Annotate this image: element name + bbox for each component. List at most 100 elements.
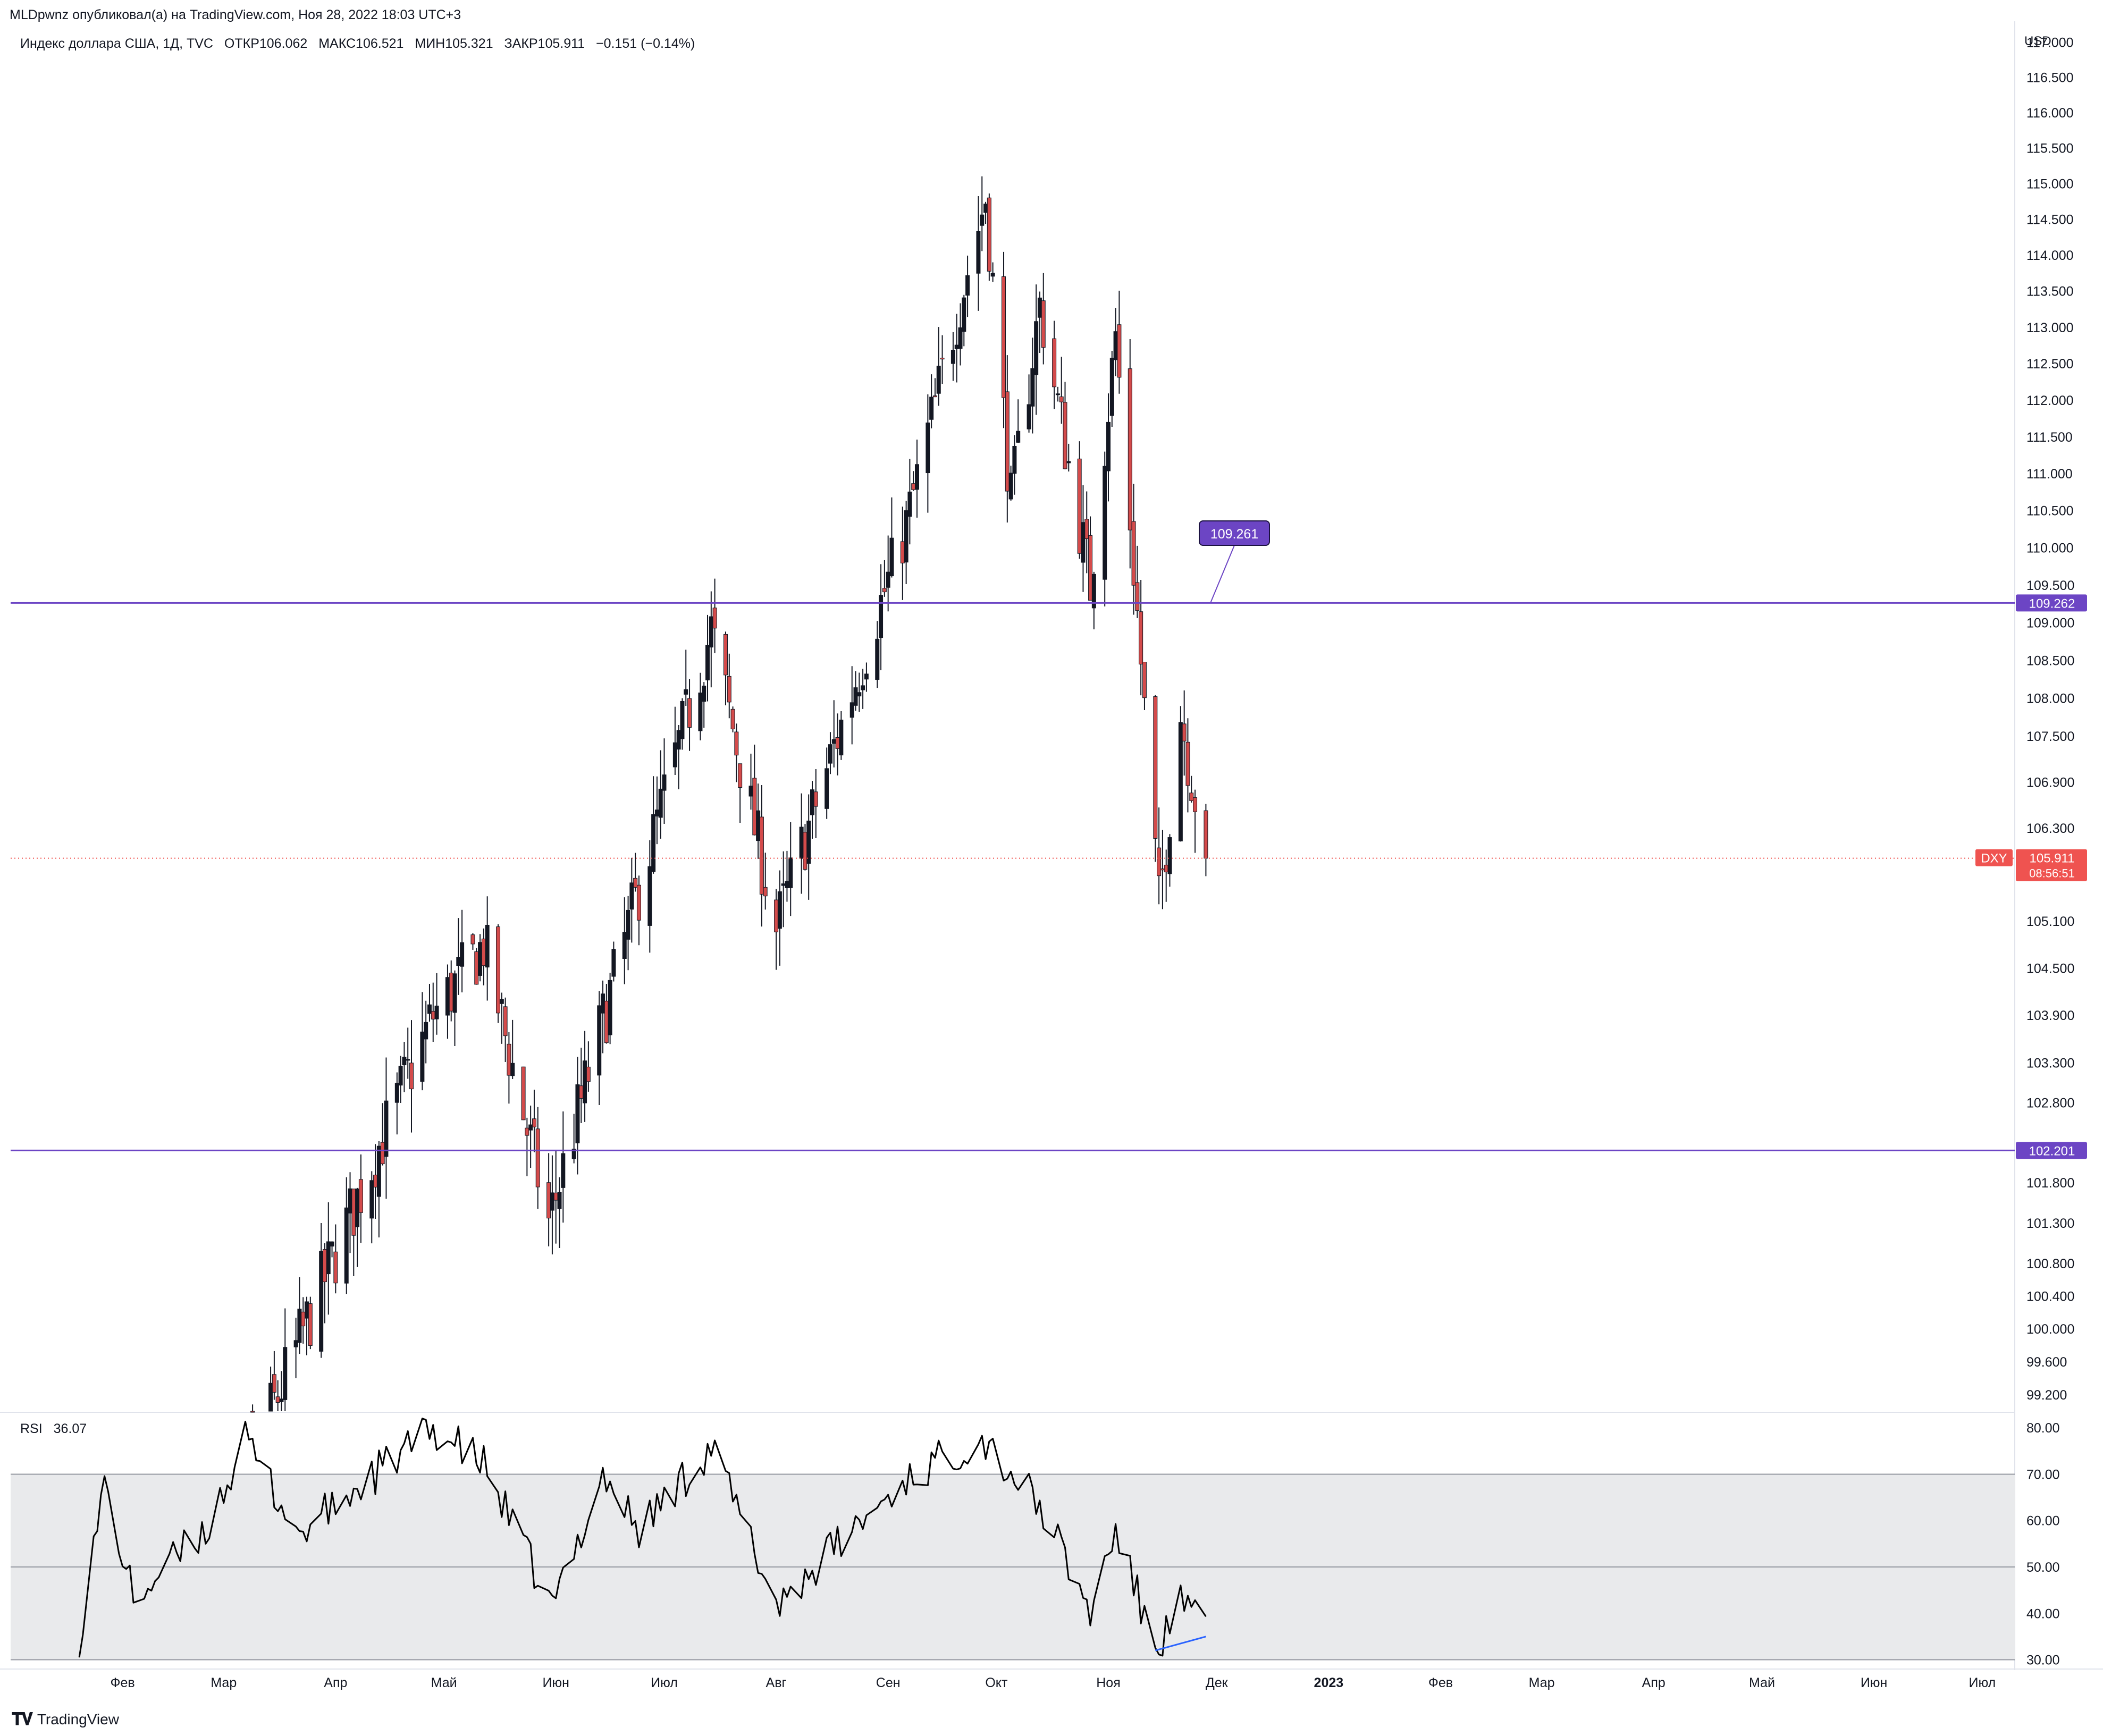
candle-body bbox=[633, 878, 638, 888]
candle-body bbox=[535, 1128, 540, 1187]
price-tick-label: 108.000 bbox=[2026, 692, 2074, 706]
candle-body bbox=[499, 999, 504, 1004]
candle-body bbox=[774, 899, 779, 932]
candle-body bbox=[712, 608, 717, 629]
candle-body bbox=[839, 719, 844, 756]
price-tick-label: 111.500 bbox=[2026, 430, 2073, 445]
price-unit: USD bbox=[2024, 34, 2051, 48]
candle-body bbox=[532, 1118, 536, 1127]
candle-body bbox=[958, 327, 963, 349]
candle-body bbox=[521, 1066, 526, 1120]
price-tick-label: 113.500 bbox=[2026, 284, 2074, 299]
candle-body bbox=[1030, 368, 1035, 407]
time-tick-label: Сен bbox=[876, 1675, 901, 1690]
candle-body bbox=[608, 980, 612, 1035]
candle-body bbox=[911, 483, 916, 490]
candle-body bbox=[376, 1145, 381, 1197]
candle-body bbox=[684, 689, 688, 695]
price-tick-label: 113.000 bbox=[2026, 321, 2074, 335]
tradingview-brand[interactable]: 𝐓𝐕 TradingView bbox=[12, 1709, 119, 1730]
candle-body bbox=[297, 1309, 302, 1343]
candle-body bbox=[777, 891, 782, 929]
candle-body bbox=[424, 1022, 428, 1040]
candle-body bbox=[402, 1057, 407, 1066]
candle-body bbox=[900, 541, 905, 563]
candle-body bbox=[427, 1004, 432, 1014]
symbol-tag bbox=[1975, 849, 2013, 866]
rsi-line bbox=[78, 1418, 1207, 1658]
candle-body bbox=[799, 827, 804, 859]
candle-body bbox=[698, 692, 703, 731]
candle-body bbox=[434, 1005, 439, 1019]
level-price-tag bbox=[2016, 594, 2087, 612]
candle-body bbox=[1131, 521, 1136, 586]
candle-body bbox=[394, 1083, 399, 1103]
candle-body bbox=[1182, 723, 1187, 741]
candle-body bbox=[420, 1031, 425, 1082]
candle-body bbox=[626, 909, 630, 940]
callout-box bbox=[1199, 520, 1270, 546]
candle-body bbox=[651, 814, 656, 872]
candle-body bbox=[557, 1192, 562, 1209]
candle-body bbox=[849, 702, 854, 718]
candle-body bbox=[875, 638, 880, 680]
time-tick-label: Май bbox=[431, 1675, 457, 1690]
rsi-tick-label: 70.00 bbox=[2026, 1467, 2060, 1482]
candle-body bbox=[1088, 535, 1093, 601]
time-tick-label: Июн bbox=[1861, 1675, 1888, 1690]
callout-pointer bbox=[1210, 545, 1235, 603]
price-tick-label: 106.300 bbox=[2026, 821, 2074, 836]
candle-body bbox=[629, 882, 634, 910]
price-tick-label: 101.800 bbox=[2026, 1176, 2074, 1191]
candle-body bbox=[647, 866, 652, 926]
price-tick-label: 110.500 bbox=[2026, 504, 2074, 519]
candle-body bbox=[507, 1043, 511, 1076]
candle-body bbox=[1189, 793, 1194, 801]
candle-body bbox=[857, 692, 862, 697]
candle-body bbox=[962, 297, 966, 332]
candle-body bbox=[1077, 458, 1082, 554]
symbol-legend: Индекс доллара США, 1Д, TVC ОТКР106.062 … bbox=[20, 36, 702, 52]
price-tick-label: 106.900 bbox=[2026, 775, 2074, 790]
candle-body bbox=[496, 926, 501, 1014]
candle-body bbox=[1016, 431, 1021, 443]
current-price-tag bbox=[2016, 849, 2087, 881]
rsi-legend: RSI 36.07 bbox=[20, 1421, 94, 1437]
candle-body bbox=[561, 1153, 566, 1188]
candle-body bbox=[293, 1340, 298, 1347]
legend-close: ЗАКР105.911 bbox=[504, 36, 585, 51]
candle-body bbox=[326, 1241, 331, 1275]
candle-body bbox=[622, 932, 627, 959]
candle-body bbox=[980, 214, 985, 226]
rsi-tick-label: 30.00 bbox=[2026, 1653, 2060, 1668]
rsi-legend-value: 36.07 bbox=[53, 1421, 87, 1436]
candle-body bbox=[1041, 300, 1046, 348]
candle-body bbox=[268, 1383, 273, 1412]
candle-body bbox=[1113, 331, 1118, 360]
candles-layer bbox=[250, 176, 1208, 1413]
candle-body bbox=[1167, 837, 1172, 874]
candle-body bbox=[398, 1066, 403, 1086]
candle-body bbox=[272, 1374, 276, 1393]
candle-body bbox=[1037, 297, 1042, 318]
candle-body bbox=[1193, 797, 1198, 812]
time-tick-label: Авг bbox=[766, 1675, 787, 1690]
candle-body bbox=[330, 1241, 334, 1247]
price-tick-label: 117.000 bbox=[2026, 35, 2074, 50]
candle-body bbox=[1164, 864, 1168, 873]
candle-body bbox=[828, 744, 832, 764]
time-tick-label: Июн bbox=[542, 1675, 569, 1690]
candle-body bbox=[936, 366, 941, 394]
candle-body bbox=[636, 884, 641, 921]
price-tick-label: 103.300 bbox=[2026, 1056, 2074, 1071]
price-tick-label: 109.000 bbox=[2026, 616, 2074, 630]
candle-body bbox=[279, 1398, 284, 1402]
candle-body bbox=[1153, 696, 1158, 839]
time-tick-label: Ноя bbox=[1096, 1675, 1121, 1690]
price-tick-label: 105.100 bbox=[2026, 914, 2074, 929]
candle-body bbox=[250, 1411, 255, 1413]
candle-body bbox=[583, 1060, 587, 1103]
price-tick-label: 114.000 bbox=[2026, 248, 2074, 263]
